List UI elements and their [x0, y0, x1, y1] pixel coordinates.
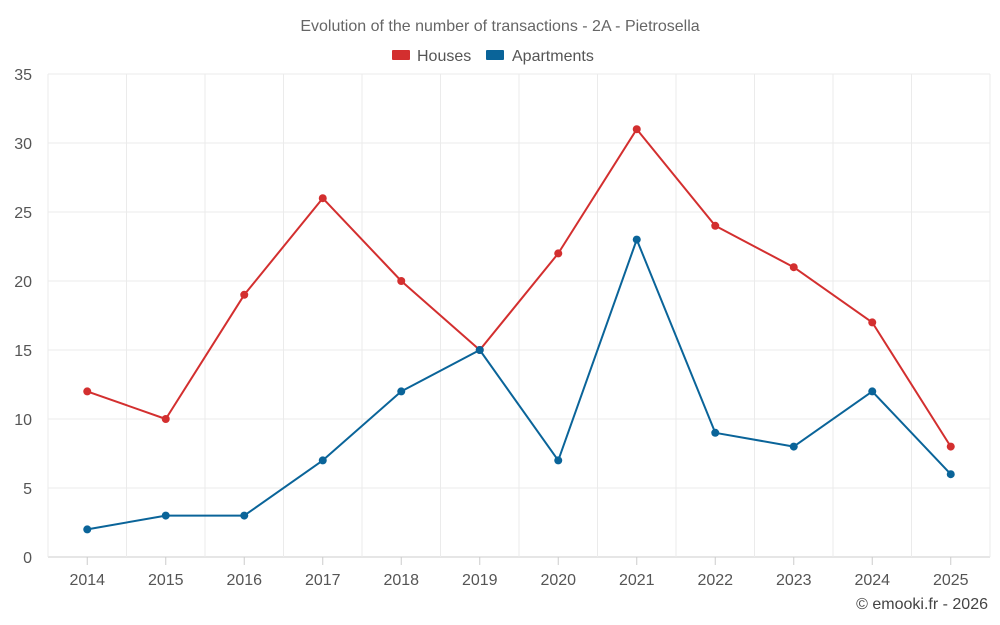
x-tick-label: 2022	[697, 572, 733, 589]
y-tick-label: 5	[23, 481, 32, 498]
legend: Houses Apartments	[392, 48, 594, 65]
data-point-houses[interactable]: Houses 2016: 19	[240, 290, 249, 299]
x-tick-label: 2015	[148, 572, 184, 589]
data-point-houses[interactable]: Houses 2015: 10	[161, 415, 170, 423]
chart-title: Evolution of the number of transactions …	[300, 18, 699, 35]
series-line-apartments	[87, 238, 952, 531]
y-tick-label: 15	[14, 343, 32, 360]
data-point-apartments[interactable]: Apartments 2019: 15	[475, 346, 484, 354]
x-tick-label: 2021	[619, 572, 655, 589]
data-point-houses[interactable]: Houses 2023: 21	[789, 263, 798, 272]
y-tick-label: 25	[14, 205, 32, 222]
legend-swatch-houses	[392, 50, 410, 60]
x-tick-label: 2019	[462, 572, 498, 589]
series-line-houses	[86, 128, 952, 448]
data-point-apartments[interactable]: Apartments 2015: 3	[161, 511, 170, 520]
x-tick-label: 2025	[933, 572, 969, 589]
data-point-apartments[interactable]: Apartments 2021: 23	[632, 235, 641, 244]
x-tick-label: 2024	[854, 572, 890, 589]
y-tick-label: 30	[14, 136, 32, 153]
series-houses: Houses 2014: 12 Houses 2015: 10 Houses 201…	[83, 125, 955, 451]
series-apartments: Apartments 2014: 2 Apartments 2015: 3 Apar…	[83, 235, 955, 534]
x-tick-label: 2023	[776, 572, 812, 589]
data-point-apartments[interactable]: Apartments 2018: 12	[397, 387, 406, 396]
legend-swatch-apartments	[486, 50, 504, 60]
data-point-apartments[interactable]: Apartments 2016: 3	[240, 511, 249, 520]
data-point-houses[interactable]: Houses 2020: 22	[554, 249, 563, 258]
data-point-houses[interactable]: Houses 2014: 12	[83, 387, 92, 396]
data-point-apartments[interactable]: Apartments 2017: 7	[318, 456, 327, 465]
y-tick-label: 35	[14, 67, 32, 84]
data-point-houses[interactable]: Houses 2024: 17	[868, 318, 877, 327]
x-tick-label: 2016	[226, 572, 262, 589]
data-point-houses[interactable]: Houses 2021: 31	[632, 125, 641, 134]
data-point-houses[interactable]: Houses 2025: 8	[946, 442, 955, 451]
data-point-houses[interactable]: Houses 2017: 26	[318, 194, 327, 203]
series-layer: Houses 2014: 12 Houses 2015: 10 Houses 201…	[83, 125, 955, 534]
data-point-houses[interactable]: Houses 2022: 24	[711, 221, 720, 230]
y-tick-label: 0	[23, 550, 32, 567]
y-axis: 0 5 10 15 20 25 30 35	[14, 67, 32, 567]
data-point-houses[interactable]: Houses 2018: 20	[397, 277, 406, 285]
y-tick-label: 20	[14, 274, 32, 291]
x-tick-label: 2017	[305, 572, 341, 589]
data-point-apartments[interactable]: Apartments 2024: 12	[868, 387, 877, 396]
legend-label-houses[interactable]: Houses	[417, 48, 471, 65]
data-point-apartments[interactable]: Apartments 2014: 2	[83, 525, 92, 534]
legend-label-apartments[interactable]: Apartments	[512, 48, 594, 65]
data-point-apartments[interactable]: Apartments 2022: 9	[711, 428, 720, 437]
x-tick-label: 2018	[383, 572, 419, 589]
data-point-apartments[interactable]: Apartments 2025: 6	[946, 470, 955, 479]
grid	[47, 73, 991, 558]
credit-text: © emooki.fr - 2026	[856, 596, 988, 613]
x-tick-label: 2014	[69, 572, 105, 589]
y-tick-label: 10	[14, 412, 32, 429]
x-axis: 2014 2015 2016 2017 2018 2019 2020 2021 2022 2023…	[69, 557, 969, 589]
x-tick-label: 2020	[540, 572, 576, 589]
data-point-apartments[interactable]: Apartments 2020: 7	[554, 456, 563, 465]
data-point-apartments[interactable]: Apartments 2023: 8	[789, 442, 798, 451]
